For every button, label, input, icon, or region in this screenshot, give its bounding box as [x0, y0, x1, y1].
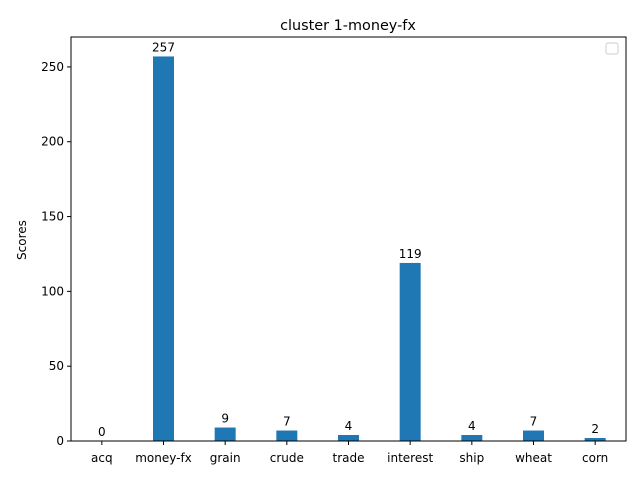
bar: [584, 438, 606, 441]
chart-title: cluster 1-money-fx: [280, 18, 416, 34]
legend-box: [605, 42, 619, 55]
plot-frame: [70, 36, 627, 442]
x-tick-label: interest: [387, 451, 433, 465]
y-ticks: 0 50 100 150 200 250: [41, 60, 71, 448]
x-tick-label: trade: [333, 451, 365, 465]
x-tick-label: wheat: [515, 451, 552, 465]
bar-value-label: 7: [283, 415, 291, 429]
y-axis-label: Scores: [15, 220, 29, 260]
y-tick-label: 100: [41, 284, 64, 298]
bar: [523, 430, 544, 441]
x-tick-label: acq: [91, 451, 113, 465]
bar-value-label: 257: [152, 40, 175, 54]
bar-value-label: 4: [468, 419, 476, 433]
y-tick-label: 250: [41, 60, 64, 74]
bar-value-label: 9: [221, 412, 229, 426]
y-tick-label: 0: [56, 434, 64, 448]
x-tick-label: grain: [210, 451, 241, 465]
bar: [214, 427, 236, 441]
bar: [461, 435, 483, 441]
bar: [153, 56, 174, 442]
y-tick-label: 150: [41, 210, 64, 224]
x-tick-label: ship: [459, 451, 484, 465]
x-tick-label: money-fx: [135, 451, 192, 465]
bar-value-label: 119: [399, 247, 422, 261]
bars: 0 257 9 7 4 119 4 7 2: [98, 40, 606, 442]
bar: [338, 435, 359, 441]
x-ticks: acq money-fx grain crude trade interest ship wh…: [91, 441, 608, 465]
y-tick-label: 50: [49, 359, 64, 373]
bar-value-label: 0: [98, 425, 106, 439]
bar: [276, 430, 298, 441]
bar-value-label: 2: [591, 422, 599, 436]
x-tick-label: corn: [582, 451, 608, 465]
y-tick-label: 200: [41, 135, 64, 149]
bar-value-label: 7: [530, 415, 538, 429]
bar: [399, 262, 421, 441]
x-tick-label: crude: [270, 451, 304, 465]
bar-value-label: 4: [345, 419, 353, 433]
